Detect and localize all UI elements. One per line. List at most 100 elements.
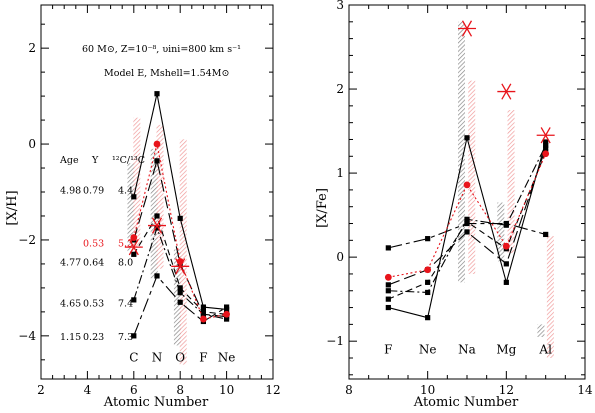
table-cell-y: 0.53 xyxy=(83,298,104,309)
data-point xyxy=(177,299,183,305)
star-stroke xyxy=(175,258,186,275)
element-label: F xyxy=(199,350,207,364)
data-point xyxy=(543,231,549,238)
left-y-axis-title: [X/H] xyxy=(5,190,20,225)
data-point xyxy=(463,181,471,189)
observed-star-marker xyxy=(171,258,190,275)
series-line xyxy=(388,147,547,286)
data-point xyxy=(542,150,550,158)
error-band xyxy=(150,148,158,279)
error-band xyxy=(468,80,476,274)
x-tick-label: 12 xyxy=(265,383,280,397)
data-point xyxy=(224,316,230,322)
x-tick-label: 8 xyxy=(176,383,184,397)
element-label: C xyxy=(129,350,138,364)
model-note-line2: Model E, Mshell=1.54M⊙ xyxy=(104,68,229,79)
data-point xyxy=(425,289,431,296)
data-point xyxy=(131,297,137,303)
observed-star-marker xyxy=(536,127,555,144)
data-point xyxy=(385,245,391,251)
table-header-ratio: ¹²C/¹³C xyxy=(112,155,145,166)
element-label: Na xyxy=(458,343,476,357)
data-point xyxy=(200,315,207,323)
element-label: Mg xyxy=(496,343,516,357)
data-point xyxy=(502,242,510,250)
table-cell-age: 4.77 xyxy=(60,258,81,269)
element-label: Ne xyxy=(218,350,236,364)
table-cell-age: 1.15 xyxy=(60,332,81,343)
table-cell-y: 0.53 xyxy=(83,238,104,249)
x-tick-label: 10 xyxy=(420,383,435,397)
data-point xyxy=(154,225,160,231)
data-point xyxy=(385,296,391,302)
x-tick-label: 10 xyxy=(219,383,234,397)
error-band xyxy=(507,110,515,253)
data-point xyxy=(200,304,206,310)
data-point xyxy=(464,216,470,222)
data-point xyxy=(154,91,160,97)
data-point xyxy=(177,215,183,221)
data-point xyxy=(543,142,549,148)
data-point xyxy=(131,194,137,200)
table-cell-y: 0.79 xyxy=(83,186,104,197)
left-x-axis-title: Atomic Number xyxy=(103,395,209,408)
data-point xyxy=(425,279,431,285)
data-point xyxy=(131,251,137,257)
element-label: Ne xyxy=(419,343,437,357)
y-tick-label: 3 xyxy=(336,0,344,12)
table-cell-ratio: 7.4 xyxy=(118,298,133,309)
data-point xyxy=(385,288,391,294)
table-cell-y: 0.64 xyxy=(83,258,104,269)
star-stroke xyxy=(128,239,139,256)
data-point xyxy=(224,304,230,310)
y-tick-label: 0 xyxy=(336,250,344,264)
star-stroke xyxy=(540,127,551,144)
table-header-age: Age xyxy=(59,155,79,166)
data-point xyxy=(425,236,431,242)
data-point xyxy=(464,229,470,235)
data-point xyxy=(543,139,549,145)
x-tick-label: 14 xyxy=(577,383,593,397)
table-cell-y: 0.23 xyxy=(83,332,104,343)
error-band xyxy=(546,236,554,358)
observed-star-marker xyxy=(458,20,476,37)
data-point xyxy=(131,333,137,339)
y-tick-label: −2 xyxy=(18,233,36,247)
data-point xyxy=(153,140,161,148)
model-note-line1: 60 M⊙, Z=10⁻⁸, υini=800 km s⁻¹ xyxy=(82,44,241,55)
x-tick-label: 6 xyxy=(130,383,138,397)
star-stroke xyxy=(501,83,512,100)
y-tick-label: −1 xyxy=(326,334,344,348)
observed-star-marker xyxy=(124,239,143,256)
error-band xyxy=(537,324,545,337)
data-point xyxy=(154,273,160,279)
table-cell-ratio: 5.3 xyxy=(118,238,133,249)
observed-star-marker xyxy=(148,217,166,234)
error-band xyxy=(179,139,187,365)
data-point xyxy=(464,135,470,141)
data-point xyxy=(425,315,431,321)
data-point xyxy=(154,213,160,219)
right-y-axis-title: [X/Fe] xyxy=(315,188,330,228)
error-band xyxy=(457,21,465,283)
observed-star-marker xyxy=(497,83,516,100)
element-label: F xyxy=(384,343,392,357)
series-line xyxy=(388,153,547,278)
data-point xyxy=(130,234,138,241)
star-stroke xyxy=(151,217,163,234)
data-point xyxy=(503,261,509,267)
y-tick-label: 0 xyxy=(28,137,36,151)
x-tick-label: 8 xyxy=(345,383,353,397)
data-point xyxy=(503,220,509,227)
table-cell-ratio: 4.4 xyxy=(118,186,133,197)
error-band xyxy=(497,202,505,262)
table-cell-age: 4.65 xyxy=(60,298,81,309)
error-band xyxy=(156,124,164,269)
left-panel: 2 4 6 8 10 12 −4 −2 0 2 C N O F Ne 4.98 0.79 4.4 0.53 5.3 4.… xyxy=(18,4,281,397)
element-label: N xyxy=(152,350,163,364)
data-point xyxy=(384,273,392,281)
right-x-axis-title: Atomic Number xyxy=(413,395,519,408)
